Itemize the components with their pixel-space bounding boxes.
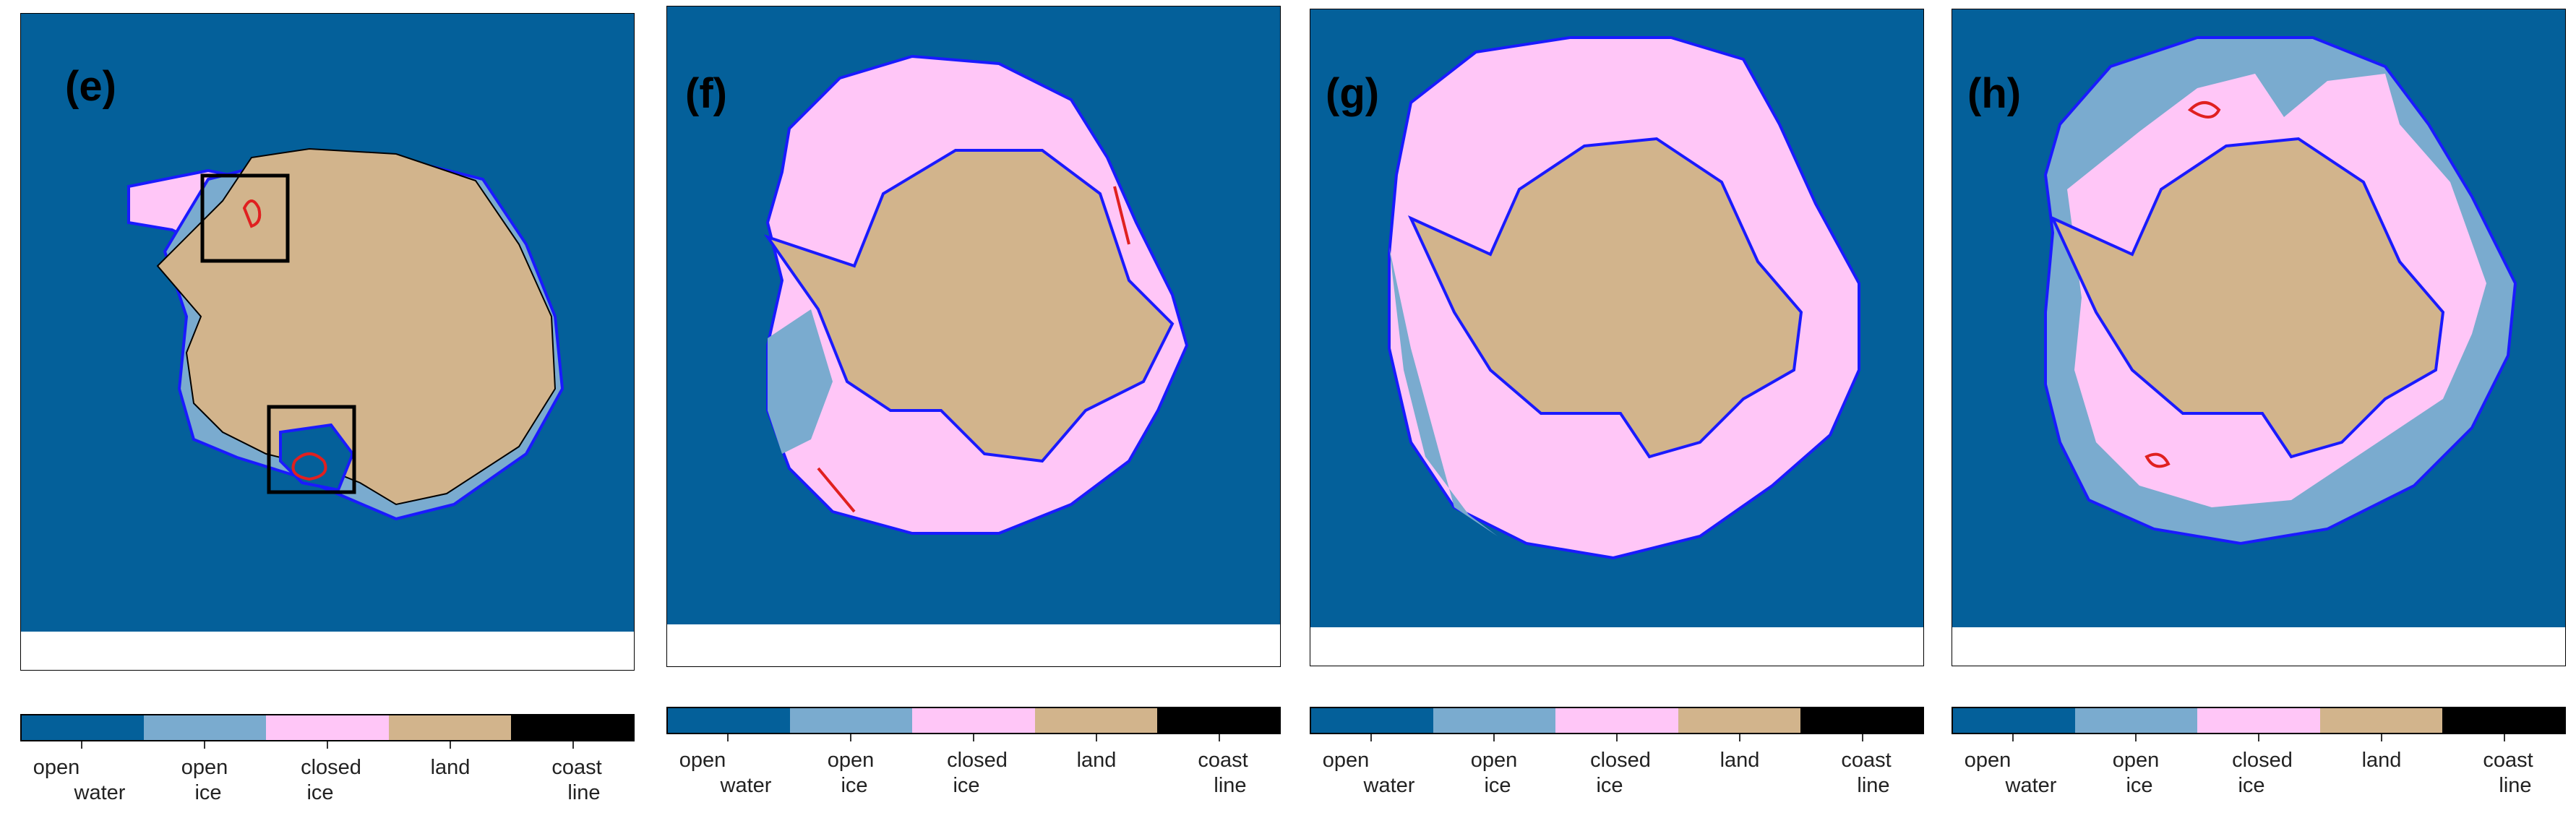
legend-closed-ice-2: ice (2238, 774, 2265, 797)
swatch-land (388, 715, 511, 740)
legend-open-ice-1: open (1470, 749, 1518, 772)
swatch-land (2319, 708, 2442, 733)
swatch-open-water (1953, 708, 2076, 733)
antarctica-land (1407, 137, 1803, 459)
panel-label: (g) (1326, 70, 1380, 117)
swatch-open-ice (1433, 708, 1556, 733)
colorbar (1952, 707, 2566, 734)
legend-open-water-1: open (1964, 749, 2012, 772)
legend-closed-ice-1: closed (301, 756, 361, 779)
legend-open-water-2: water (1363, 774, 1415, 797)
swatch-open-water (668, 708, 791, 733)
legend-closed-ice-2: ice (1596, 774, 1623, 797)
legend-open-water-2: water (2005, 774, 2057, 797)
legend-closed-ice-1: closed (947, 749, 1008, 772)
legend-open-ice-2: ice (841, 774, 868, 797)
red-contours (2144, 101, 2221, 468)
highlight-box-ross (267, 405, 356, 494)
red-edge (817, 186, 1130, 513)
swatch-coast-line (1800, 708, 1923, 733)
map-e (20, 13, 635, 671)
legend-coast-1: coast (551, 756, 602, 779)
legend-open-ice-2: ice (2126, 774, 2153, 797)
swatch-land (1034, 708, 1157, 733)
legend-coast-2: line (567, 781, 601, 804)
open-ice-patch (768, 309, 833, 454)
panel-label: (h) (1967, 70, 2022, 117)
panel-f: (f) open water open ice closed ice land … (666, 6, 1281, 808)
closed-ice-ross (279, 423, 355, 492)
map-h (1952, 9, 2566, 666)
panel-h: (h) open water open ice closed ice land … (1952, 9, 2566, 808)
legend-closed-ice-1: closed (1590, 749, 1651, 772)
legend-open-water-1: open (679, 749, 726, 772)
red-contour-ross (291, 452, 327, 481)
colorbar (20, 714, 635, 741)
map-g (1310, 9, 1924, 666)
swatch-open-ice (2075, 708, 2198, 733)
red-contour-weddell (242, 199, 262, 228)
panel-e: (e) open water open ice closed ice land … (20, 13, 635, 808)
legend-land: land (2361, 749, 2402, 772)
legend-coast-1: coast (1198, 749, 1248, 772)
panel-label: (f) (685, 70, 727, 117)
swatch-coast-line (2442, 708, 2565, 733)
legend-open-ice-1: open (181, 756, 228, 779)
panel-label: (e) (65, 63, 116, 110)
map-f (666, 6, 1281, 667)
legend-open-ice-2: ice (194, 781, 222, 804)
legend-open-ice-1: open (827, 749, 875, 772)
swatch-closed-ice (2197, 708, 2320, 733)
legend-coast-1: coast (1841, 749, 1892, 772)
swatch-closed-ice (1555, 708, 1678, 733)
swatch-open-water (1311, 708, 1434, 733)
open-ice-fringe (1389, 247, 1498, 536)
legend-coast-2: line (1857, 774, 1890, 797)
highlight-box-weddell (200, 173, 290, 263)
legend-closed-ice-2: ice (306, 781, 334, 804)
legend-coast-2: line (2499, 774, 2532, 797)
legend-coast-2: line (1214, 774, 1247, 797)
legend-open-ice-1: open (2112, 749, 2160, 772)
panel-g: (g) open water open ice closed ice land … (1310, 9, 1924, 808)
antarctica-land (763, 149, 1175, 463)
antarctica-land (2049, 137, 2445, 459)
legend-land: land (430, 756, 471, 779)
colorbar (666, 707, 1281, 734)
swatch-open-ice (790, 708, 913, 733)
legend-open-ice-2: ice (1484, 774, 1511, 797)
legend-coast-1: coast (2483, 749, 2533, 772)
legend-open-water-2: water (720, 774, 772, 797)
swatch-coast-line (1156, 708, 1280, 733)
swatch-coast-line (510, 715, 634, 740)
legend-open-water-1: open (33, 756, 80, 779)
colorbar (1310, 707, 1924, 734)
legend-land: land (1720, 749, 1760, 772)
antarctica-land (156, 147, 557, 506)
legend-open-water-1: open (1322, 749, 1370, 772)
swatch-closed-ice (266, 715, 389, 740)
swatch-open-ice (144, 715, 267, 740)
legend-closed-ice-1: closed (2232, 749, 2293, 772)
legend-land: land (1076, 749, 1117, 772)
legend-open-water-2: water (74, 781, 126, 804)
legend-closed-ice-2: ice (953, 774, 980, 797)
swatch-land (1678, 708, 1800, 733)
swatch-open-water (22, 715, 145, 740)
swatch-closed-ice (912, 708, 1035, 733)
